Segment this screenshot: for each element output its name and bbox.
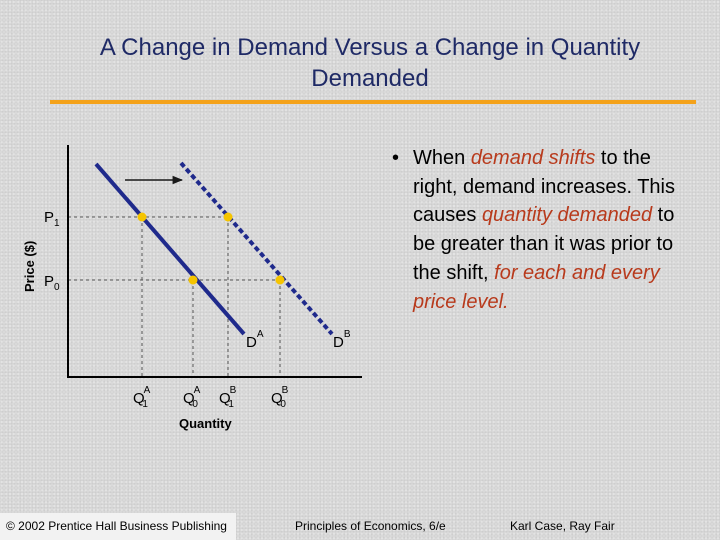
point-b-p0 [275,275,285,285]
point-a-p0 [188,275,198,285]
highlight-demand-shifts: demand shifts [470,147,596,169]
guide-lines [68,216,281,377]
highlight-quantity-demanded: quantity demanded [481,204,653,227]
footer-book-title: Principles of Economics, 6/e [295,519,446,533]
bullet-point: • When demand shifts to the right, deman… [392,144,692,316]
footer-copyright-box [0,513,236,540]
curve-label-db: DB [333,329,351,351]
demand-curve-a [94,162,246,336]
curve-label-da: DA [246,329,264,351]
y-axis-label: Price ($) [22,241,37,292]
points [137,212,285,285]
bullet-dot: • [392,147,400,169]
point-a-p1 [137,212,147,222]
title-line-2: Demanded [311,65,429,92]
demand-curve-b [179,161,334,336]
footer-copyright: © 2002 Prentice Hall Business Publishing [6,519,227,533]
price-label-p1: P1 [44,209,60,229]
price-label-p0: P0 [44,273,60,293]
highlight-every-price-level: for each and every price level. [413,261,660,313]
footer-authors: Karl Case, Ray Fair [510,519,615,533]
x-axis-label: Quantity [179,416,232,431]
title-line-1: A Change in Demand Versus a Change in Qu… [99,34,641,61]
bullet-text: When demand shifts to the right, demand … [413,147,675,313]
point-b-p1 [223,212,233,222]
quantity-label-q1b: QB 1 [219,385,237,410]
title-underline [50,100,696,104]
quantity-label-q1a: QA 1 [133,385,151,410]
quantity-label-q0a: QA 0 [183,385,201,410]
slide-title: A Change in Demand Versus a Change in Qu… [20,32,720,94]
quantity-label-q0b: QB 0 [271,385,289,410]
